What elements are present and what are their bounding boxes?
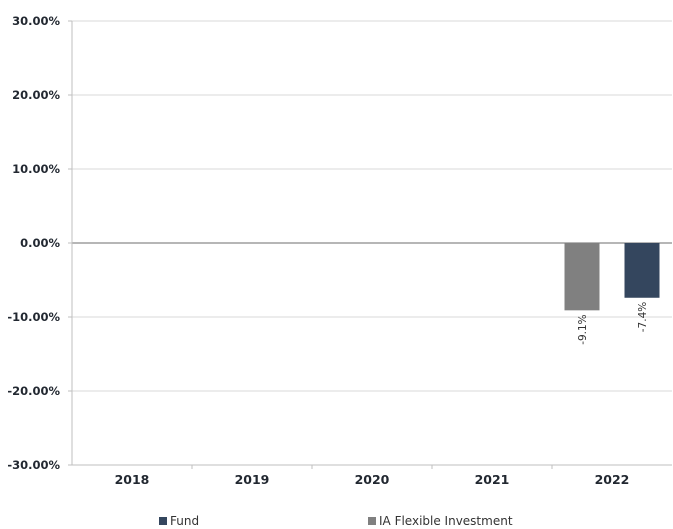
y-tick-label: -30.00% — [7, 458, 60, 472]
x-tick-label-2022: 2022 — [595, 472, 630, 487]
legend-label-ia-flexible-investment: IA Flexible Investment — [379, 514, 513, 528]
y-tick-label: -10.00% — [7, 310, 60, 324]
y-tick-label: 10.00% — [12, 162, 60, 176]
x-tick-label-2021: 2021 — [475, 472, 510, 487]
bars — [564, 243, 660, 311]
legend-item-ia-flexible-investment: IA Flexible Investment — [368, 514, 513, 528]
y-tick-label: 0.00% — [20, 236, 60, 250]
bar-chart: 30.00% 20.00% 10.00% 0.00% -10.00% -20.00% -30… — [7, 14, 672, 487]
x-tick-label-2018: 2018 — [115, 472, 150, 487]
y-tick-label: 30.00% — [12, 14, 60, 28]
legend: Fund IA Flexible Investment — [0, 512, 673, 529]
x-tick-label-2020: 2020 — [355, 472, 390, 487]
data-label-fund-2022: -7.4% — [637, 302, 649, 332]
y-tick-label: 20.00% — [12, 88, 60, 102]
bar-fund-2022 — [624, 243, 660, 298]
x-tick-label-2019: 2019 — [235, 472, 270, 487]
legend-swatch-ia-flexible-investment — [368, 517, 376, 525]
axes — [71, 21, 672, 469]
legend-item-fund: Fund — [159, 514, 199, 528]
legend-label-fund: Fund — [170, 514, 200, 528]
legend-swatch-fund — [159, 517, 167, 525]
y-tick-label: -20.00% — [7, 384, 60, 398]
bar-ia-flexible-investment-2022 — [564, 243, 600, 311]
x-axis-tick-labels: 2018 2019 2020 2021 2022 — [115, 472, 630, 487]
y-axis-tick-labels: 30.00% 20.00% 10.00% 0.00% -10.00% -20.00% -30… — [7, 14, 60, 472]
data-labels: -9.1% -7.4% — [577, 302, 649, 345]
data-label-ia-flexible-investment-2022: -9.1% — [577, 314, 589, 344]
